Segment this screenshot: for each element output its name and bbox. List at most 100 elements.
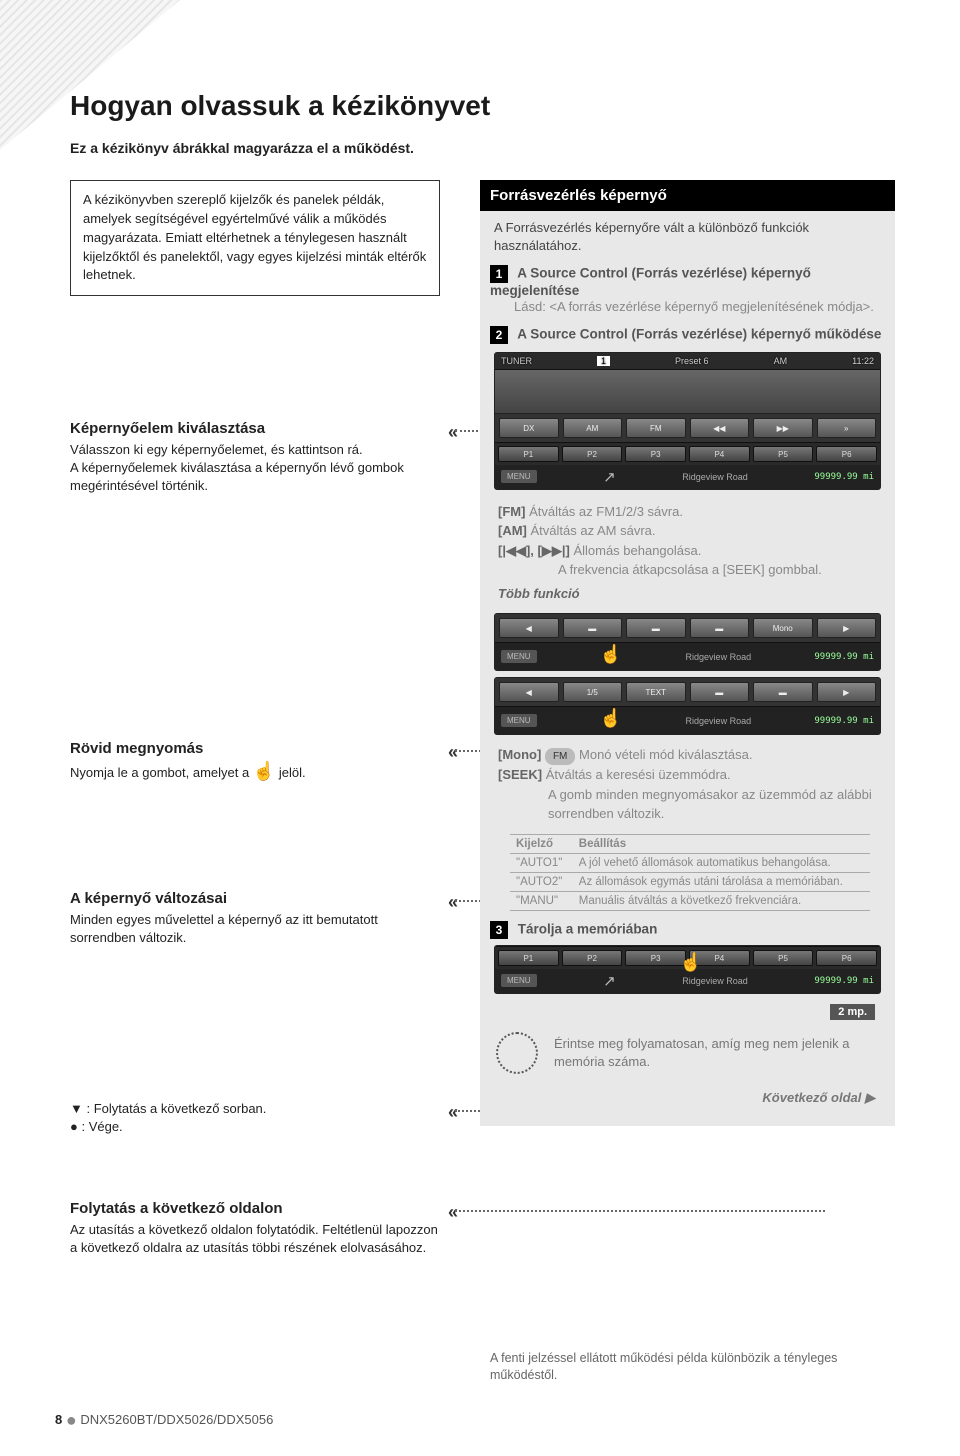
table-cell: A jól vehető állomások automatikus behan… (573, 853, 870, 872)
tuner-time: 11:22 (852, 356, 874, 366)
preset-button[interactable]: P1 (498, 446, 559, 462)
preset-button[interactable]: P5 (753, 950, 814, 966)
table-cell: Manuális átváltás a következő frekvenciá… (573, 891, 870, 910)
tuner-marker: 1 (597, 356, 610, 366)
preset-button[interactable]: P2 (562, 950, 623, 966)
block-symbols: ▼ : Folytatás a következő sorban. ● : Vé… (70, 1100, 440, 1136)
background-texture (0, 0, 180, 150)
fm-badge-icon: FM (545, 748, 575, 765)
tuner-preset: Preset 6 (675, 356, 709, 366)
strip-button[interactable]: ▶ (817, 618, 877, 638)
strip-button[interactable]: ▬ (563, 618, 623, 638)
menu-button[interactable]: MENU (501, 470, 537, 483)
tuner-button[interactable]: DX (499, 418, 559, 438)
strip-button[interactable]: ▬ (690, 682, 750, 702)
step-badge: 2 (490, 326, 508, 344)
strip-button[interactable]: ▬ (626, 618, 686, 638)
footer-note: A fenti jelzéssel ellátott működési péld… (490, 1350, 890, 1384)
block-text: Minden egyes művelettel a képernyő az it… (70, 911, 440, 947)
tuner-button[interactable]: AM (563, 418, 623, 438)
table-header: Kijelző (510, 834, 573, 853)
block-text: ▼ : Folytatás a következő sorban. (70, 1100, 440, 1118)
block-heading: Képernyőelem kiválasztása (70, 420, 440, 437)
page-subtitle: Ez a kézikönyv ábrákkal magyarázza el a … (70, 140, 414, 156)
preset-button[interactable]: P2 (562, 446, 623, 462)
road-label: Ridgeview Road (686, 652, 752, 662)
page-number: 8 ● DNX5260BT/DDX5026/DDX5056 (55, 1410, 273, 1431)
preset-strip: P1 P2 P3 P4 P5 P6 MENU ↗ Ridgeview Road … (494, 945, 881, 994)
touch-instruction: Érintse meg folyamatosan, amíg meg nem j… (550, 1035, 879, 1071)
menu-button[interactable]: MENU (501, 714, 537, 727)
preset-button[interactable]: P6 (816, 950, 877, 966)
block-continue: Folytatás a következő oldalon Az utasítá… (70, 1200, 440, 1257)
block-screen-changes: A képernyő változásai Minden egyes művel… (70, 890, 440, 947)
table-cell: Az állomások egymás utáni tárolása a mem… (573, 872, 870, 891)
step-1-body: Lásd: <A forrás vezérlése képernyő megje… (490, 298, 885, 316)
strip-button[interactable]: Mono (753, 618, 813, 638)
tuner-screenshot: TUNER 1 Preset 6 AM 11:22 DX AM FM ◀◀ ▶▶… (494, 352, 881, 490)
preset-button[interactable]: P1 (498, 950, 559, 966)
more-functions: Több funkció (498, 584, 877, 604)
function-list: [FM] Átváltás az FM1/2/3 sávra. [AM] Átv… (490, 498, 885, 608)
tuner-button[interactable]: » (817, 418, 877, 438)
arrow-left-icon: « (448, 1202, 458, 1223)
strip-button[interactable]: ◀ (499, 682, 559, 702)
strip-button[interactable]: ◀ (499, 618, 559, 638)
preset-button[interactable]: P3 (625, 446, 686, 462)
tuner-strip: ◀ ▬ ▬ ▬ Mono ▶ MENU ☝ Ridgeview Road 999… (494, 613, 881, 671)
route-icon: ↗ (603, 972, 616, 990)
freq-label: 99999.99 mi (814, 976, 874, 986)
freq-label: 99999.99 mi (814, 472, 874, 482)
menu-button[interactable]: MENU (501, 650, 537, 663)
table-header: Beállítás (573, 834, 870, 853)
strip-button[interactable]: 1/5 (563, 682, 623, 702)
page-title: Hogyan olvassuk a kézikönyvet (70, 90, 490, 122)
mono-seek-block: [Mono] FM Monó vételi mód kiválasztása. … (490, 741, 885, 828)
hand-pointer-icon: ☝ (600, 708, 622, 729)
road-label: Ridgeview Road (686, 716, 752, 726)
block-heading: Rövid megnyomás (70, 740, 440, 757)
preset-button[interactable]: P3 (625, 950, 686, 966)
tuner-strip: ◀ 1/5 TEXT ▬ ▬ ▶ MENU ☝ Ridgeview Road 9… (494, 677, 881, 735)
preset-button[interactable]: P4 (689, 446, 750, 462)
preset-button[interactable]: P5 (753, 446, 814, 462)
dotted-connector (455, 1210, 825, 1212)
seek-mode-table: KijelzőBeállítás "AUTO1"A jól vehető áll… (510, 834, 870, 911)
route-icon: ↗ (603, 468, 616, 486)
block-text: ● : Vége. (70, 1118, 440, 1136)
strip-button[interactable]: ▶ (817, 682, 877, 702)
freq-label: 99999.99 mi (814, 716, 874, 726)
block-short-press: Rövid megnyomás Nyomja le a gombot, amel… (70, 740, 440, 786)
step-2: 2 A Source Control (Forrás vezérlése) ké… (490, 326, 885, 344)
block-text: A képernyőelemek kiválasztása a képernyő… (70, 459, 440, 495)
preset-button[interactable]: P6 (816, 446, 877, 462)
tuner-label: TUNER (501, 356, 532, 366)
hand-pointer-icon: ☝ (600, 644, 622, 665)
block-select-element: Képernyőelem kiválasztása Válasszon ki e… (70, 420, 440, 496)
hand-icon: ☝ (253, 759, 275, 784)
freq-label: 99999.99 mi (814, 652, 874, 662)
menu-button[interactable]: MENU (501, 974, 537, 987)
tuner-button[interactable]: ◀◀ (690, 418, 750, 438)
strip-button[interactable]: ▬ (690, 618, 750, 638)
arrow-left-icon: « (448, 1102, 458, 1123)
hand-pointer-icon: ☝ (680, 952, 702, 973)
tuner-am-icon: AM (774, 356, 788, 366)
step-badge: 3 (490, 921, 508, 939)
road-label: Ridgeview Road (682, 472, 748, 482)
step-3: 3 Tárolja a memóriában (490, 921, 885, 939)
table-cell: "AUTO1" (510, 853, 573, 872)
dotted-target-icon (496, 1032, 538, 1074)
panel-header: Forrásvezérlés képernyő (480, 180, 895, 211)
tuner-button[interactable]: ▶▶ (753, 418, 813, 438)
panel-intro: A Forrásvezérlés képernyőre vált a külön… (490, 219, 885, 255)
strip-button[interactable]: ▬ (753, 682, 813, 702)
arrow-left-icon: « (448, 742, 458, 763)
duration-badge: 2 mp. (830, 1004, 875, 1020)
table-cell: "MANU" (510, 891, 573, 910)
strip-button[interactable]: TEXT (626, 682, 686, 702)
example-panel: Forrásvezérlés képernyő A Forrásvezérlés… (480, 180, 895, 1126)
tuner-button[interactable]: FM (626, 418, 686, 438)
road-label: Ridgeview Road (682, 976, 748, 986)
block-heading: Folytatás a következő oldalon (70, 1200, 440, 1217)
